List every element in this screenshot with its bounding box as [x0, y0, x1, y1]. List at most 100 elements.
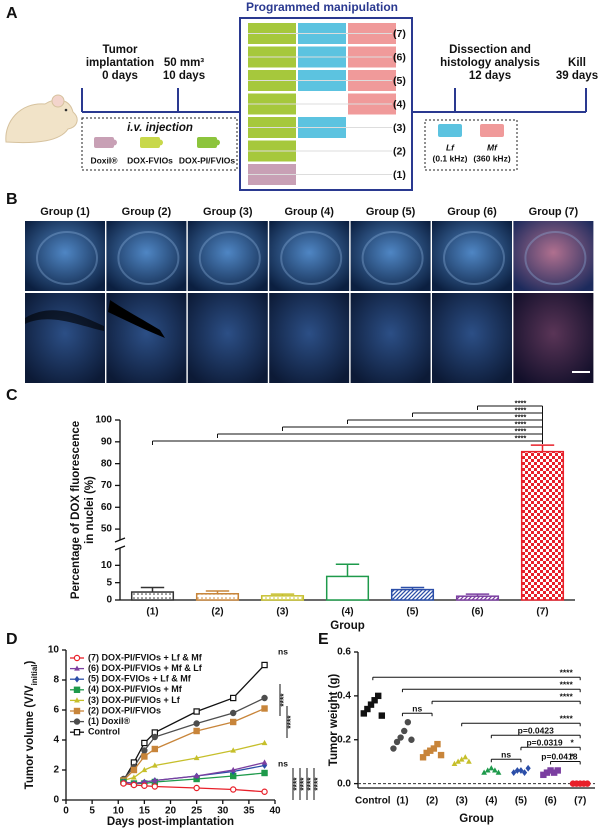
- timeline-label: Tumor: [103, 44, 138, 56]
- y-tick-label: 0.4: [337, 691, 351, 702]
- axis-break: [114, 545, 126, 551]
- legend-marker: [73, 728, 81, 736]
- data-point: [375, 692, 382, 700]
- sig-label: ****: [515, 433, 527, 442]
- sig-label: ns: [278, 646, 288, 656]
- data-point: [511, 769, 517, 777]
- mouse-ear: [51, 94, 65, 108]
- data-point: [151, 783, 159, 790]
- sig-label: ****: [515, 419, 527, 428]
- x-tick-label: (1): [146, 607, 158, 618]
- y-tick-label: 100: [95, 415, 112, 426]
- data-point: [364, 705, 371, 713]
- manipulation-title: Programmed manipulation: [246, 0, 398, 14]
- nanoparticle-icon: [197, 137, 217, 148]
- micrograph: [513, 221, 594, 291]
- agent-label: DOX-FVIOs: [127, 155, 173, 165]
- tissue: [117, 231, 180, 285]
- data-point: [131, 774, 137, 780]
- group-label: Group (4): [284, 206, 334, 218]
- injection-box: [81, 117, 238, 171]
- timeline-label: 0 days: [102, 70, 138, 82]
- sig-label: p=0.0423: [518, 726, 554, 736]
- legend-marker: [73, 718, 81, 725]
- tissue: [443, 231, 505, 285]
- nanoparticle-icon: [140, 137, 160, 148]
- data-point: [193, 708, 200, 715]
- y-axis-label: in nuclei (%): [84, 476, 96, 544]
- data-point: [378, 712, 386, 719]
- data-point: [390, 745, 397, 752]
- data-point: [141, 778, 148, 785]
- data-point: [261, 788, 268, 795]
- bar: [455, 595, 500, 601]
- data-point: [484, 767, 491, 773]
- panel-label: C: [6, 387, 18, 404]
- step-label: (5): [393, 75, 406, 87]
- data-point: [401, 727, 408, 735]
- data-point: [141, 753, 148, 760]
- group-label: Group (6): [447, 206, 497, 218]
- legend-marker: [73, 686, 81, 694]
- legend-label: (2) DOX-PI/FVIOs: [88, 705, 161, 715]
- data-point: [193, 772, 200, 779]
- y-axis-label-part: ): [24, 661, 36, 665]
- data-point: [193, 754, 200, 761]
- field-name: Mf: [487, 142, 498, 152]
- legend-marker: [74, 675, 80, 683]
- mouse-eye: [64, 108, 68, 112]
- y-tick-label: 6: [53, 705, 59, 716]
- bar: [130, 591, 175, 601]
- agent-label: Doxil®: [90, 155, 118, 165]
- data-point: [584, 780, 591, 787]
- sig-label: ns: [501, 750, 511, 760]
- data-point: [151, 733, 159, 741]
- timeline-label: Kill: [568, 57, 586, 69]
- data-point: [261, 759, 268, 765]
- data-point: [495, 769, 502, 775]
- y-axis-label-part: Tumor volume (V/V: [24, 685, 36, 789]
- data-point: [130, 766, 138, 774]
- data-point: [367, 701, 375, 708]
- x-tick-label: (2): [211, 607, 223, 618]
- y-tick-label: 4: [53, 735, 59, 746]
- data-point: [455, 758, 461, 764]
- legend-label: (1) Doxil®: [88, 716, 131, 726]
- sig-label: ****: [560, 691, 574, 701]
- y-axis-label: Percentage of DOX fluorescence: [70, 421, 82, 599]
- step-label: (3): [393, 122, 406, 134]
- sig-label: ****: [515, 405, 527, 414]
- data-point: [514, 767, 520, 774]
- data-point: [434, 740, 441, 748]
- sig-label: ****: [298, 777, 308, 791]
- x-tick-label: (4): [341, 607, 353, 618]
- data-point: [261, 694, 268, 702]
- group-label: Group (7): [529, 206, 579, 218]
- timeline-label: implantation: [86, 57, 154, 69]
- legend-marker: [73, 654, 81, 662]
- legend-label: (7) DOX-PI/FVIOs + Lf & Mf: [88, 652, 203, 662]
- data-point: [488, 765, 495, 771]
- sig-label: ****: [560, 679, 574, 689]
- x-tick-label: (4): [485, 796, 497, 807]
- tissue-crack: [108, 300, 165, 338]
- data-point: [393, 738, 401, 746]
- legend-label: (4) DOX-PI/FVIOs + Mf: [88, 684, 183, 694]
- sig-label: ****: [515, 398, 527, 407]
- group-label: Group (5): [366, 206, 416, 218]
- x-tick-label: (5): [406, 607, 418, 618]
- nanoparticle-knob: [214, 139, 220, 146]
- nanoparticle-knob: [157, 139, 163, 146]
- data-point: [141, 766, 148, 773]
- data-point: [451, 760, 458, 766]
- step-label: (4): [393, 98, 406, 110]
- y-tick-label: 5: [106, 577, 112, 588]
- agent-label: DOX-PI/FVIOs: [179, 155, 235, 165]
- data-point: [193, 727, 200, 735]
- field-icon: [438, 124, 462, 137]
- micrograph: [25, 221, 105, 291]
- x-tick-label: 20: [165, 806, 177, 817]
- y-axis-label: Tumor weight (g): [328, 674, 340, 767]
- step-label: (2): [393, 145, 406, 157]
- x-tick-label: (6): [544, 796, 556, 807]
